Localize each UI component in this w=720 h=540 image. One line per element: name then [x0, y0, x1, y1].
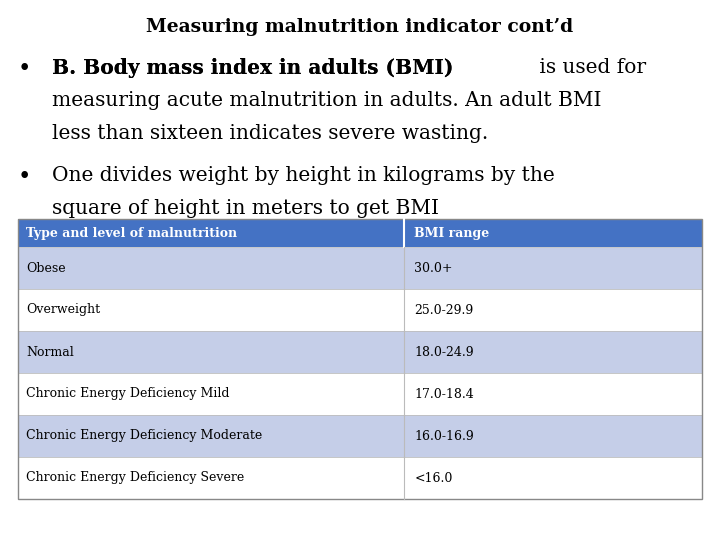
Text: BMI range: BMI range [415, 226, 490, 240]
Text: Chronic Energy Deficiency Moderate: Chronic Energy Deficiency Moderate [26, 429, 262, 442]
FancyBboxPatch shape [18, 373, 702, 415]
Text: 17.0-18.4: 17.0-18.4 [415, 388, 474, 401]
FancyBboxPatch shape [18, 415, 702, 457]
Text: 16.0-16.9: 16.0-16.9 [415, 429, 474, 442]
Text: Type and level of malnutrition: Type and level of malnutrition [26, 226, 237, 240]
Text: measuring acute malnutrition in adults. An adult BMI: measuring acute malnutrition in adults. … [52, 91, 601, 110]
Text: B. Body mass index in adults (BMI): B. Body mass index in adults (BMI) [52, 58, 454, 78]
Text: Chronic Energy Deficiency Severe: Chronic Energy Deficiency Severe [26, 471, 244, 484]
Text: <16.0: <16.0 [415, 471, 453, 484]
Text: Obese: Obese [26, 261, 66, 274]
FancyBboxPatch shape [18, 331, 702, 373]
Text: Measuring malnutrition indicator cont’d: Measuring malnutrition indicator cont’d [146, 18, 574, 36]
Text: Overweight: Overweight [26, 303, 100, 316]
Text: less than sixteen indicates severe wasting.: less than sixteen indicates severe wasti… [52, 124, 488, 143]
Text: 25.0-29.9: 25.0-29.9 [415, 303, 474, 316]
Text: •: • [18, 58, 32, 80]
Text: 30.0+: 30.0+ [415, 261, 453, 274]
Text: is used for: is used for [534, 58, 647, 77]
Text: One divides weight by height in kilograms by the: One divides weight by height in kilogram… [52, 166, 554, 185]
Text: Chronic Energy Deficiency Mild: Chronic Energy Deficiency Mild [26, 388, 230, 401]
FancyBboxPatch shape [18, 219, 702, 247]
Text: square of height in meters to get BMI: square of height in meters to get BMI [52, 199, 439, 218]
Text: •: • [18, 166, 32, 188]
Text: Normal: Normal [26, 346, 73, 359]
FancyBboxPatch shape [18, 457, 702, 499]
Text: B. Body mass index in adults (BMI): B. Body mass index in adults (BMI) [52, 58, 454, 78]
FancyBboxPatch shape [18, 289, 702, 331]
FancyBboxPatch shape [18, 247, 702, 289]
Text: 18.0-24.9: 18.0-24.9 [415, 346, 474, 359]
